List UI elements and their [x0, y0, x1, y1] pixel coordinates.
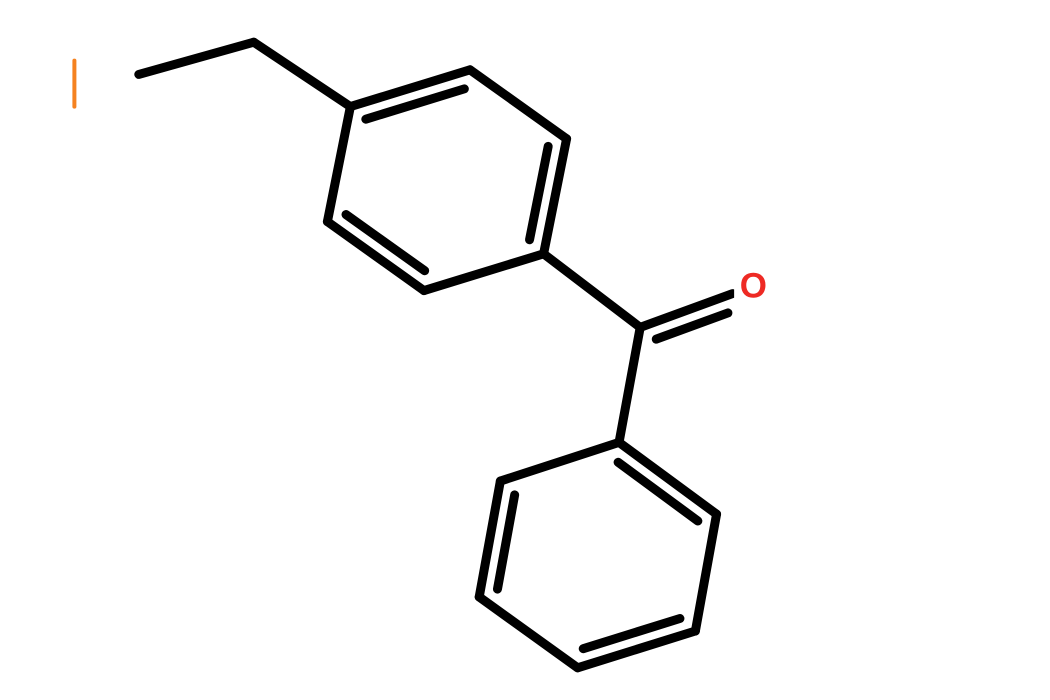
bond-line: [497, 495, 514, 589]
bond-line: [470, 70, 567, 139]
molecule-diagram: O: [0, 0, 1050, 700]
bond-line: [500, 442, 619, 481]
atom-label-o: O: [740, 267, 767, 306]
bond-line: [479, 597, 577, 668]
bond-line: [139, 42, 254, 74]
bond-line: [424, 254, 544, 291]
bond-line: [327, 107, 350, 222]
bond-line: [695, 514, 716, 631]
bond-line: [254, 42, 351, 106]
bond-line: [619, 327, 640, 442]
bond-line: [640, 294, 732, 328]
bond-line: [544, 254, 641, 328]
